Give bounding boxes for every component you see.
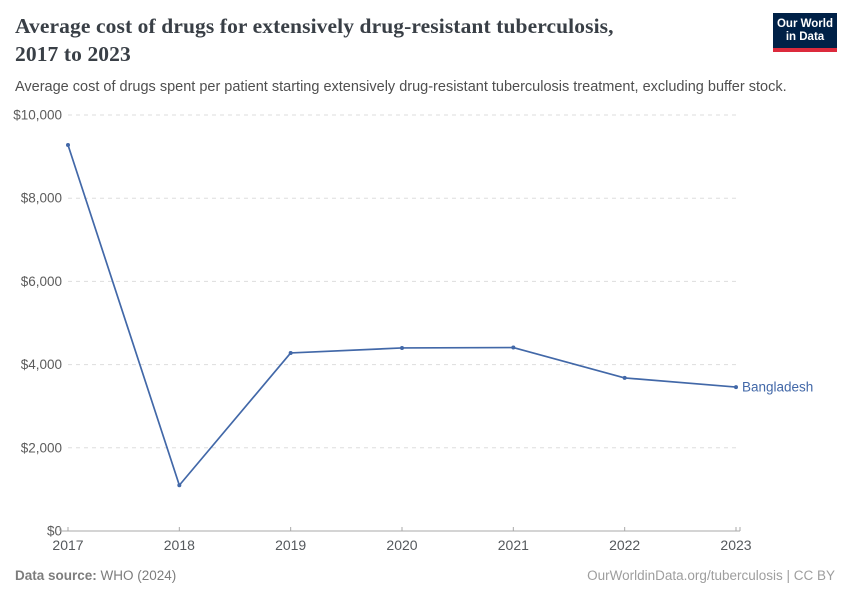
data-point-2019[interactable] (288, 350, 293, 355)
x-axis-tick-label: 2019 (275, 537, 306, 553)
y-axis-tick-label: $0 (47, 524, 62, 539)
owid-logo[interactable]: Our World in Data (773, 13, 837, 52)
data-point-2018[interactable] (177, 483, 182, 488)
y-axis-tick-label: $2,000 (21, 440, 62, 455)
x-axis-tick-label: 2021 (498, 537, 529, 553)
data-point-2020[interactable] (400, 345, 404, 350)
data-source-label: Data source: (15, 568, 97, 583)
bangladesh-line (67, 144, 737, 487)
x-axis-tick-label: 2017 (52, 537, 83, 553)
license-link[interactable]: OurWorldinData.org/tuberculosis | CC BY (587, 568, 835, 583)
logo-line-2: in Data (785, 31, 825, 43)
chart-subtitle: Average cost of drugs spent per patient … (15, 79, 787, 95)
data-source-note: Data source: WHO (2024) (15, 568, 176, 583)
series-entity-label: Bangladesh (742, 380, 813, 395)
page-title: Average cost of drugs for extensively dr… (15, 12, 715, 68)
title-line-1: Average cost of drugs for extensively dr… (15, 14, 614, 38)
y-axis-tick-label: $8,000 (21, 191, 62, 206)
data-point-2021[interactable] (511, 345, 516, 350)
title-line-2: 2017 to 2023 (15, 42, 131, 66)
x-axis-tick-label: 2018 (164, 537, 195, 553)
x-axis-tick-label: 2020 (386, 537, 417, 553)
data-source-value: WHO (2024) (96, 568, 177, 583)
x-axis-tick-label: 2022 (609, 537, 640, 553)
data-point-2017[interactable] (66, 142, 70, 147)
x-axis-tick-label: 2023 (720, 537, 751, 553)
y-axis-tick-label: $6,000 (21, 274, 62, 289)
y-axis-tick-label: $4,000 (21, 357, 62, 372)
data-point-2022[interactable] (622, 375, 627, 380)
data-point-2023[interactable] (734, 385, 738, 390)
y-axis-tick-label: $10,000 (13, 108, 62, 123)
logo-line-1: Our World (776, 18, 833, 30)
